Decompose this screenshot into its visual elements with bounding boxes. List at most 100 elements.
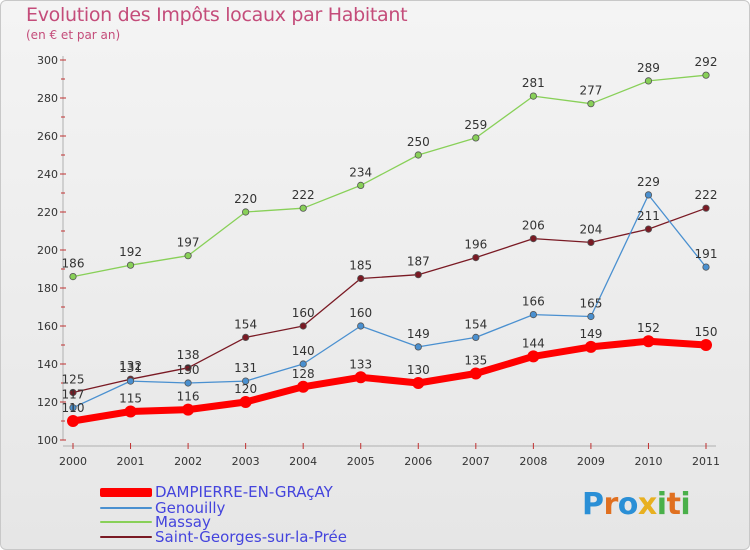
data-point: [644, 225, 653, 233]
data-label: 149: [407, 327, 430, 341]
data-label: 130: [407, 363, 430, 377]
data-label: 154: [464, 317, 487, 331]
data-point: [69, 388, 77, 397]
data-point: [239, 396, 252, 408]
y-tick-label: 140: [37, 358, 58, 371]
data-label: 138: [177, 348, 200, 362]
legend-swatch: [100, 521, 152, 523]
x-tick-label: 2007: [462, 455, 490, 468]
x-tick-label: 2004: [289, 455, 317, 468]
data-point: [587, 238, 595, 246]
data-label: 186: [62, 257, 85, 271]
data-point: [642, 335, 655, 348]
x-tick-label: 2008: [519, 455, 547, 468]
x-tick-label: 2000: [59, 455, 87, 468]
data-point: [529, 310, 537, 319]
proxiti-logo: Proxiti: [582, 487, 691, 522]
data-label: 204: [579, 222, 602, 236]
data-label: 152: [637, 321, 660, 335]
logo-letter: i: [656, 487, 667, 522]
y-tick-label: 300: [37, 54, 58, 67]
data-label: 220: [234, 192, 257, 206]
legend-label: DAMPIERRE-EN-GRAçAY: [155, 483, 333, 501]
x-tick-label: 2009: [577, 455, 605, 468]
data-label: 289: [637, 61, 660, 75]
data-point: [702, 71, 710, 79]
data-point: [242, 333, 250, 341]
x-tick-label: 2001: [117, 455, 145, 468]
legend-swatch: [100, 536, 152, 538]
data-point: [587, 100, 595, 108]
data-label: 140: [292, 344, 315, 358]
data-label: 259: [464, 118, 487, 132]
logo-letter: x: [637, 487, 657, 522]
series-line-0: [72, 337, 707, 425]
data-point: [297, 380, 310, 393]
data-point: [357, 181, 365, 189]
data-label: 250: [407, 135, 430, 149]
data-point: [299, 360, 307, 368]
data-point: [242, 208, 250, 216]
y-tick-label: 120: [37, 396, 58, 409]
data-point: [67, 415, 79, 427]
x-tick-label: 2002: [174, 455, 202, 468]
series-line-3: [72, 207, 707, 394]
data-label: 131: [234, 361, 257, 375]
data-point: [587, 312, 595, 321]
legend-item: Genouilly: [100, 499, 225, 517]
data-label: 292: [695, 55, 718, 69]
data-point: [414, 151, 422, 159]
logo-letter: i: [680, 487, 691, 522]
legend-label: Massay: [155, 513, 211, 531]
y-tick-label: 220: [37, 206, 58, 219]
data-point: [357, 274, 365, 283]
data-point: [124, 405, 137, 418]
logo-letter: r: [603, 487, 619, 522]
data-point: [184, 252, 192, 260]
data-label: 229: [637, 175, 660, 189]
data-point: [184, 379, 192, 387]
data-point: [529, 92, 537, 100]
y-tick-label: 200: [37, 244, 58, 257]
legend-swatch: [100, 507, 152, 509]
data-label: 149: [579, 327, 602, 341]
data-label: 110: [62, 401, 85, 415]
data-point: [69, 404, 77, 412]
x-tick-label: 2010: [634, 455, 662, 468]
data-point: [529, 235, 537, 243]
data-label: 196: [464, 238, 487, 252]
data-point: [469, 367, 482, 380]
data-label: 125: [62, 373, 85, 387]
legend-label: Saint-Georges-sur-la-Prée: [155, 528, 347, 546]
data-label: 132: [119, 359, 142, 373]
data-label: 150: [695, 325, 718, 339]
data-label: 187: [407, 255, 430, 269]
data-label: 277: [579, 84, 602, 98]
data-label: 166: [522, 295, 545, 309]
data-point: [700, 339, 712, 351]
data-label: 281: [522, 76, 545, 90]
y-tick-label: 180: [37, 282, 58, 295]
data-point: [584, 340, 597, 353]
legend-label: Genouilly: [155, 499, 226, 517]
data-label: 135: [464, 354, 487, 368]
data-point: [126, 377, 135, 385]
chart-title: Evolution des Impôts locaux par Habitant: [26, 4, 408, 26]
data-label: 160: [349, 306, 372, 320]
data-label: 222: [695, 188, 718, 202]
x-tick-label: 2003: [232, 455, 260, 468]
data-label: 130: [177, 363, 200, 377]
data-point: [412, 377, 425, 389]
legend-item: DAMPIERRE-EN-GRAçAY: [100, 483, 333, 501]
data-point: [644, 191, 653, 199]
data-label: 115: [119, 392, 142, 406]
data-label: 128: [292, 367, 315, 381]
data-point: [472, 333, 480, 341]
data-point: [702, 204, 710, 212]
data-label: 222: [292, 188, 315, 202]
data-point: [472, 134, 480, 142]
data-point: [702, 263, 710, 271]
data-label: 211: [637, 209, 660, 223]
data-label: 144: [522, 336, 545, 350]
y-tick-label: 100: [37, 434, 58, 447]
